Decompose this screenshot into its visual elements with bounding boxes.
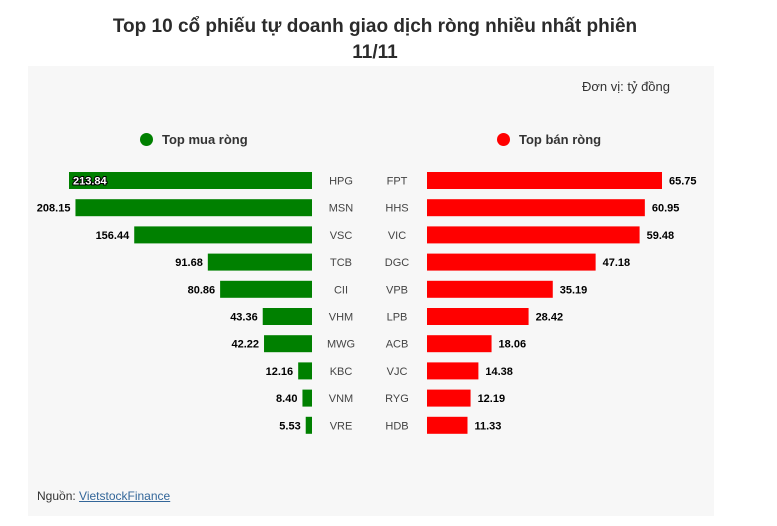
buy-bar-tcb (207, 253, 312, 271)
legend-sell-dot-icon (497, 133, 510, 146)
sell-category-label-vpb: VPB (386, 284, 408, 296)
buy-value-label-vre: 5.53 (279, 420, 300, 432)
buy-category-label-tcb: TCB (330, 257, 352, 269)
buy-category-label-kbc: KBC (330, 366, 353, 378)
buy-value-label-kbc: 12.16 (266, 366, 294, 378)
sell-bar-ryg (427, 389, 471, 407)
sell-bar-vic (427, 226, 640, 244)
buy-category-label-msn: MSN (329, 203, 354, 215)
sell-bar-lpb (427, 308, 529, 325)
buy-value-label-vsc: 156.44 (96, 230, 131, 242)
buy-category-label-hpg: HPG (329, 176, 353, 188)
sell-category-label-ryg: RYG (385, 393, 409, 405)
sell-category-label-vjc: VJC (387, 366, 408, 378)
legend-buy-label: Top mua ròng (162, 132, 248, 147)
buy-value-label-vnm: 8.40 (276, 393, 297, 405)
sell-value-label-vjc: 14.38 (485, 366, 513, 378)
sell-category-label-vic: VIC (388, 230, 406, 242)
sell-value-label-vpb: 35.19 (560, 284, 588, 296)
buy-value-label-mwg: 42.22 (231, 339, 259, 351)
buy-value-label-cii: 80.86 (188, 284, 216, 296)
legend-buy: Top mua ròng (140, 132, 248, 147)
legend-buy-dot-icon (140, 133, 153, 146)
sell-bar-vpb (427, 280, 553, 298)
buy-bar-vnm (302, 389, 312, 407)
legend-sell-label: Top bán ròng (519, 132, 602, 147)
sell-bar-fpt (427, 172, 662, 189)
source-link[interactable]: VietstockFinance (79, 489, 171, 503)
buy-value-label-msn: 208.15 (37, 203, 71, 215)
buy-value-label-hpg: 213.84 (73, 176, 108, 188)
buy-category-label-vhm: VHM (329, 312, 353, 324)
sell-category-label-hdb: HDB (385, 420, 408, 432)
sell-bar-dgc (427, 253, 596, 271)
buy-bar-msn (75, 199, 312, 217)
sell-value-label-hdb: 11.33 (474, 420, 501, 432)
sell-category-label-hhs: HHS (385, 203, 408, 215)
buy-category-label-vnm: VNM (329, 393, 353, 405)
sell-bar-vjc (427, 362, 479, 380)
legend-sell: Top bán ròng (497, 132, 601, 147)
buy-category-label-mwg: MWG (327, 339, 355, 351)
sell-bar-hdb (427, 416, 468, 434)
buy-bar-vsc (134, 226, 312, 244)
unit-label: Đơn vị: tỷ đồng (581, 79, 670, 94)
buy-value-label-vhm: 43.36 (230, 312, 258, 324)
sell-value-label-hhs: 60.95 (652, 203, 680, 215)
buy-category-label-vre: VRE (330, 420, 353, 432)
sell-category-label-fpt: FPT (387, 176, 408, 188)
buy-bar-cii (220, 280, 312, 298)
chart-title: Top 10 cổ phiếu tự doanh giao dịch ròng … (60, 14, 690, 66)
buy-bar-hpg (69, 172, 312, 189)
buy-bar-vre (305, 416, 312, 434)
chart-panel: Đơn vị: tỷ đồng Top mua ròng Top bán ròn… (28, 66, 714, 516)
sell-category-label-lpb: LPB (387, 312, 408, 324)
buy-bar-mwg (264, 335, 312, 353)
sell-value-label-ryg: 12.19 (478, 393, 506, 405)
sell-value-label-lpb: 28.42 (536, 312, 564, 324)
sell-value-label-acb: 18.06 (499, 339, 527, 351)
sell-bar-acb (427, 335, 492, 353)
chart-title-line-2: 11/11 (352, 42, 398, 63)
sell-category-label-acb: ACB (386, 339, 409, 351)
sell-value-label-vic: 59.48 (647, 230, 675, 242)
source-label: Nguồn: (37, 489, 76, 503)
sell-category-label-dgc: DGC (385, 257, 410, 269)
buy-category-label-vsc: VSC (330, 230, 353, 242)
buy-bar-vhm (262, 308, 312, 325)
buy-bar-kbc (298, 362, 312, 380)
sell-value-label-dgc: 47.18 (603, 257, 631, 269)
buy-value-label-tcb: 91.68 (175, 257, 203, 269)
source-note: Nguồn: VietstockFinance (37, 489, 170, 503)
sell-value-label-fpt: 65.75 (669, 176, 697, 188)
chart-title-line-1: Top 10 cổ phiếu tự doanh giao dịch ròng … (112, 16, 638, 37)
sell-bar-hhs (427, 199, 645, 217)
buy-category-label-cii: CII (334, 284, 348, 296)
